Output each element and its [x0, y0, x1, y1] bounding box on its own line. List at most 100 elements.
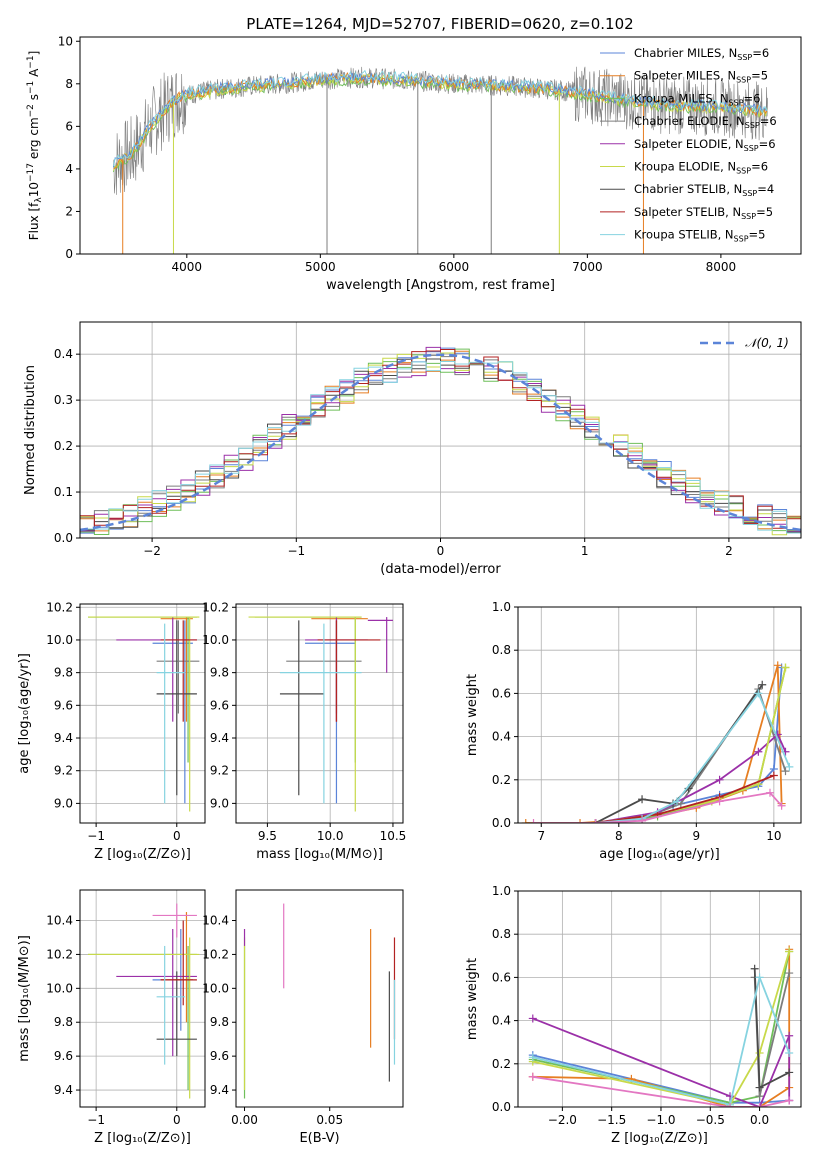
massweight-line — [595, 684, 763, 823]
x-axis-label: age [log₁₀(age/yr)] — [599, 847, 720, 862]
age-vs-mass-panel: 9.5 10.0 10.5 9.0 9.2 9.4 9.6 9.8 10.0 10.2 mass [… — [202, 600, 406, 862]
y-tick-label: 9.8 — [210, 666, 229, 680]
x-tick-label: 0 — [173, 1113, 181, 1127]
x-tick-label: 2 — [725, 544, 733, 558]
y-tick-label: 0.2 — [54, 439, 73, 453]
x-tick-label: 8 — [615, 829, 623, 843]
y-tick-label: 9.8 — [210, 1015, 229, 1029]
massweight-point — [754, 689, 763, 698]
x-tick-label: 10.5 — [380, 829, 407, 843]
x-tick-label: 6000 — [439, 260, 470, 274]
legend-label: Kroupa STELIB, NSSP=5 — [634, 228, 765, 244]
mass-vs-metallicity-panel: −1 0 9.4 9.6 9.8 10.0 10.2 10.4 Z [log₁₀(Z/Z⊙)] m… — [17, 889, 206, 1146]
x-tick-label: 9.5 — [258, 829, 277, 843]
y-axis-label: mass weight — [465, 674, 480, 756]
y-tick-label: 9.8 — [54, 1015, 73, 1029]
massweight-point — [576, 819, 585, 823]
legend-label: Chabrier STELIB, NSSP=4 — [634, 182, 774, 198]
y-tick-label: 0.4 — [492, 1014, 511, 1028]
spectrum-panel: 4000 5000 6000 7000 8000 0 2 4 6 8 10 wavelength [A… — [26, 34, 802, 293]
massweight-point — [765, 788, 774, 797]
massweight-line — [532, 974, 791, 1106]
x-axis-label: Z [log₁₀(Z/Z⊙)] — [611, 1131, 708, 1146]
y-axis-label: Normed distribution — [23, 365, 38, 495]
model-spectrum-line — [112, 69, 768, 167]
y-tick-label: 0.0 — [492, 816, 511, 830]
massweight-vs-metallicity-panel: −2.0 −1.5 −1.0 −0.5 0.0 0.0 0.2 0.4 0.6 0.8 1.0 Z [… — [465, 884, 802, 1146]
y-tick-label: 9.0 — [210, 796, 229, 810]
y-tick-label: 0 — [65, 247, 73, 261]
massweight-point — [715, 775, 724, 784]
y-tick-label: 2 — [65, 204, 73, 218]
axes-frame — [517, 890, 802, 1108]
y-tick-label: 10.4 — [202, 914, 229, 928]
massweight-point — [777, 801, 786, 810]
x-axis-label: E(B-V) — [299, 1131, 339, 1146]
massweight-point — [521, 819, 530, 823]
x-axis-label: Z [log₁₀(Z/Z⊙)] — [94, 1131, 191, 1146]
x-tick-label: 4000 — [172, 260, 203, 274]
massweight-point — [781, 663, 790, 672]
y-tick-label: 9.4 — [54, 731, 73, 745]
y-tick-label: 10.2 — [46, 600, 73, 614]
histogram-step-line — [80, 361, 801, 534]
y-tick-label: 10.0 — [202, 633, 229, 647]
axes-frame — [235, 603, 404, 824]
y-tick-label: 0.2 — [492, 773, 511, 787]
x-axis-label: wavelength [Angstrom, rest frame] — [326, 278, 555, 293]
y-tick-label: 4 — [65, 162, 73, 176]
x-tick-label: 9 — [693, 829, 701, 843]
massweight-point — [715, 797, 724, 806]
axes-frame — [79, 603, 206, 824]
x-tick-label: −1 — [87, 1113, 105, 1127]
y-tick-label: 0.3 — [54, 393, 73, 407]
y-tick-label: 0.0 — [54, 531, 73, 545]
massweight-point — [755, 1049, 764, 1057]
y-tick-label: 0.6 — [492, 970, 511, 984]
legend-label: Salpeter ELODIE, NSSP=6 — [634, 137, 776, 153]
age-vs-metallicity-panel: −1 0 9.0 9.2 9.4 9.6 9.8 10.0 10.2 Z [log₁₀(Z/Z⊙)… — [17, 600, 206, 862]
x-tick-label: −2 — [143, 544, 161, 558]
mass-vs-ebv-panel: 0.00 0.05 9.4 9.6 9.8 10.0 10.2 10.4 E(B-V) — [202, 889, 404, 1146]
gaussian-curve — [80, 353, 801, 532]
x-axis-label: Z [log₁₀(Z/Z⊙)] — [94, 847, 191, 862]
x-tick-label: 0 — [437, 544, 445, 558]
x-tick-label: −1.5 — [597, 1113, 626, 1127]
y-tick-label: 0.1 — [54, 485, 73, 499]
massweight-line — [595, 732, 787, 823]
massweight-point — [781, 767, 790, 776]
axes-frame — [79, 321, 802, 539]
legend-label: Salpeter MILES, NSSP=5 — [634, 69, 768, 85]
y-tick-label: 6 — [65, 119, 73, 133]
massweight-point — [755, 1083, 764, 1092]
plot-area — [243, 903, 396, 1099]
plot-area — [80, 346, 801, 536]
y-axis-label: Flux [fλ10−17 erg cm−2 s−1 A−1] — [26, 51, 44, 241]
massweight-point — [754, 747, 763, 756]
massweight-line — [533, 791, 783, 823]
massweight-point — [591, 819, 600, 823]
y-tick-label: 1.0 — [492, 884, 511, 898]
model-spectrum-line — [113, 71, 768, 170]
massweight-line — [595, 667, 783, 823]
y-tick-label: 0.4 — [492, 730, 511, 744]
massweight-line — [525, 665, 783, 823]
x-tick-label: 0.05 — [316, 1113, 343, 1127]
y-tick-label: 9.8 — [54, 666, 73, 680]
y-tick-label: 10.2 — [202, 600, 229, 614]
plot-area — [528, 945, 794, 1107]
x-tick-label: 0 — [173, 829, 181, 843]
y-tick-label: 0.2 — [492, 1057, 511, 1071]
massweight-point — [672, 797, 681, 806]
x-axis-label: (data-model)/error — [380, 562, 501, 577]
massweight-point — [769, 771, 778, 780]
plot-area — [88, 616, 200, 812]
axes-frame — [517, 606, 802, 824]
massweight-point — [785, 762, 794, 771]
axes-frame — [235, 889, 404, 1108]
plot-area — [88, 903, 200, 1099]
x-tick-label: 0.0 — [750, 1113, 769, 1127]
y-tick-label: 0.4 — [54, 347, 73, 361]
y-tick-label: 9.6 — [210, 1049, 229, 1063]
massweight-point — [528, 1072, 537, 1081]
